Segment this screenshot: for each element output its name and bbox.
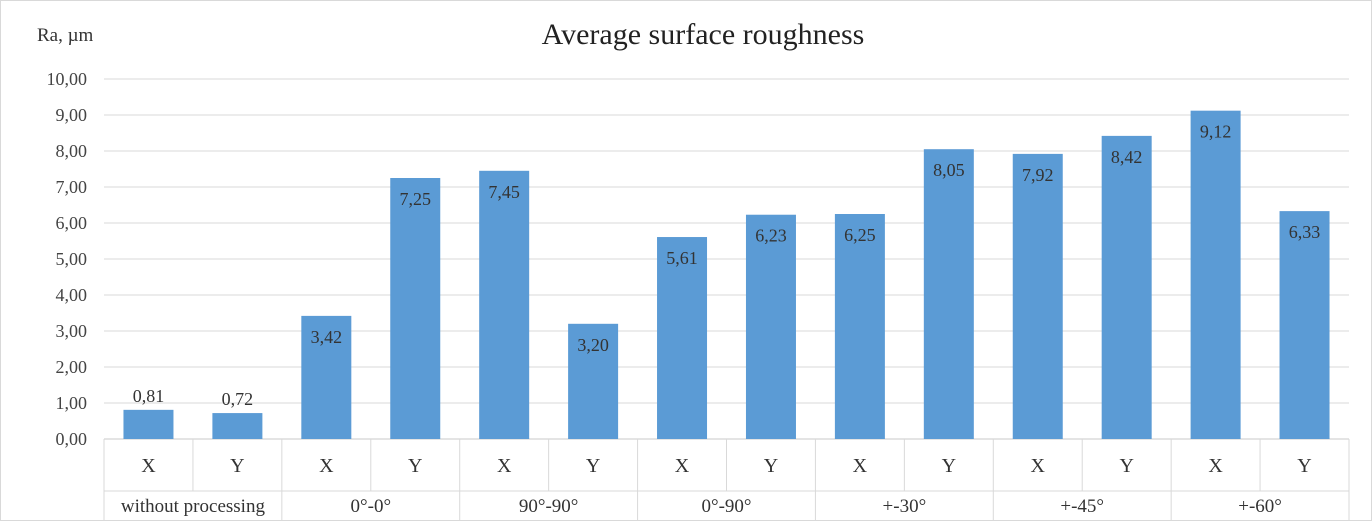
axis-layer: 0,00 1,00 2,00 3,00 4,00 5,00 6,00 7,00 8,00 9,00… bbox=[47, 69, 1350, 520]
data-label: 8,42 bbox=[1111, 147, 1143, 167]
bar bbox=[1012, 153, 1063, 439]
data-label: 6,33 bbox=[1289, 222, 1321, 242]
bar bbox=[390, 178, 441, 439]
x-group-label: without processing bbox=[121, 496, 266, 517]
x-group-label: 0°-0° bbox=[351, 496, 392, 517]
x-category-label: Y bbox=[1297, 455, 1311, 477]
data-label: 3,42 bbox=[311, 327, 343, 347]
data-label: 0,81 bbox=[133, 386, 165, 406]
data-label: 7,45 bbox=[488, 182, 520, 202]
bar bbox=[1101, 135, 1152, 439]
x-category-label: Y bbox=[764, 455, 778, 477]
bar bbox=[123, 409, 174, 439]
bar bbox=[834, 214, 885, 439]
y-tick-label: 6,00 bbox=[56, 213, 88, 233]
x-category-label: Y bbox=[230, 455, 244, 477]
bar bbox=[923, 149, 974, 439]
y-tick-label: 5,00 bbox=[56, 249, 88, 269]
y-tick-label: 7,00 bbox=[56, 177, 88, 197]
bar bbox=[568, 323, 619, 439]
y-tick-label: 0,00 bbox=[56, 429, 88, 449]
x-category-label: X bbox=[1031, 455, 1046, 477]
bars-layer bbox=[123, 110, 1330, 440]
bar bbox=[301, 315, 352, 439]
bar bbox=[745, 214, 796, 439]
x-category-label: X bbox=[141, 455, 156, 477]
data-label: 9,12 bbox=[1200, 122, 1232, 142]
data-label: 5,61 bbox=[666, 248, 698, 268]
x-category-label: X bbox=[853, 455, 868, 477]
x-category-label: X bbox=[675, 455, 690, 477]
x-category-label: Y bbox=[586, 455, 600, 477]
data-label: 7,92 bbox=[1022, 165, 1054, 185]
x-group-label: +-45° bbox=[1060, 496, 1104, 517]
y-tick-label: 4,00 bbox=[56, 285, 88, 305]
x-group-label: +-30° bbox=[883, 496, 927, 517]
bar bbox=[479, 170, 530, 440]
bar bbox=[1279, 211, 1330, 439]
y-tick-label: 8,00 bbox=[56, 141, 88, 161]
data-label: 8,05 bbox=[933, 160, 965, 180]
y-tick-label: 9,00 bbox=[56, 105, 88, 125]
x-category-label: X bbox=[497, 455, 512, 477]
x-category-label: X bbox=[319, 455, 334, 477]
y-axis-label: Ra, µm bbox=[37, 25, 94, 46]
x-category-label: Y bbox=[942, 455, 956, 477]
x-group-label: +-60° bbox=[1238, 496, 1282, 517]
data-label: 7,25 bbox=[400, 189, 432, 209]
x-group-label: 90°-90° bbox=[519, 496, 579, 517]
data-label: 6,25 bbox=[844, 225, 876, 245]
x-category-label: Y bbox=[408, 455, 422, 477]
grid-layer bbox=[104, 78, 1349, 440]
y-tick-label: 2,00 bbox=[56, 357, 88, 377]
data-label: 6,23 bbox=[755, 226, 787, 246]
x-category-label: X bbox=[1208, 455, 1223, 477]
data-label: 3,20 bbox=[577, 335, 609, 355]
x-group-label: 0°-90° bbox=[701, 496, 751, 517]
y-tick-label: 3,00 bbox=[56, 321, 88, 341]
bar bbox=[657, 237, 708, 439]
data-label: 0,72 bbox=[222, 389, 254, 409]
bar bbox=[212, 413, 263, 439]
bar bbox=[1190, 110, 1241, 440]
x-category-label: Y bbox=[1119, 455, 1133, 477]
y-tick-label: 1,00 bbox=[56, 393, 88, 413]
chart-title: Average surface roughness bbox=[542, 18, 865, 51]
data-labels-layer: 0,81 0,72 3,42 7,25 7,45 3,20 5,61 6,23 6,25 8,05… bbox=[133, 122, 1321, 409]
y-tick-label: 10,00 bbox=[47, 69, 88, 89]
